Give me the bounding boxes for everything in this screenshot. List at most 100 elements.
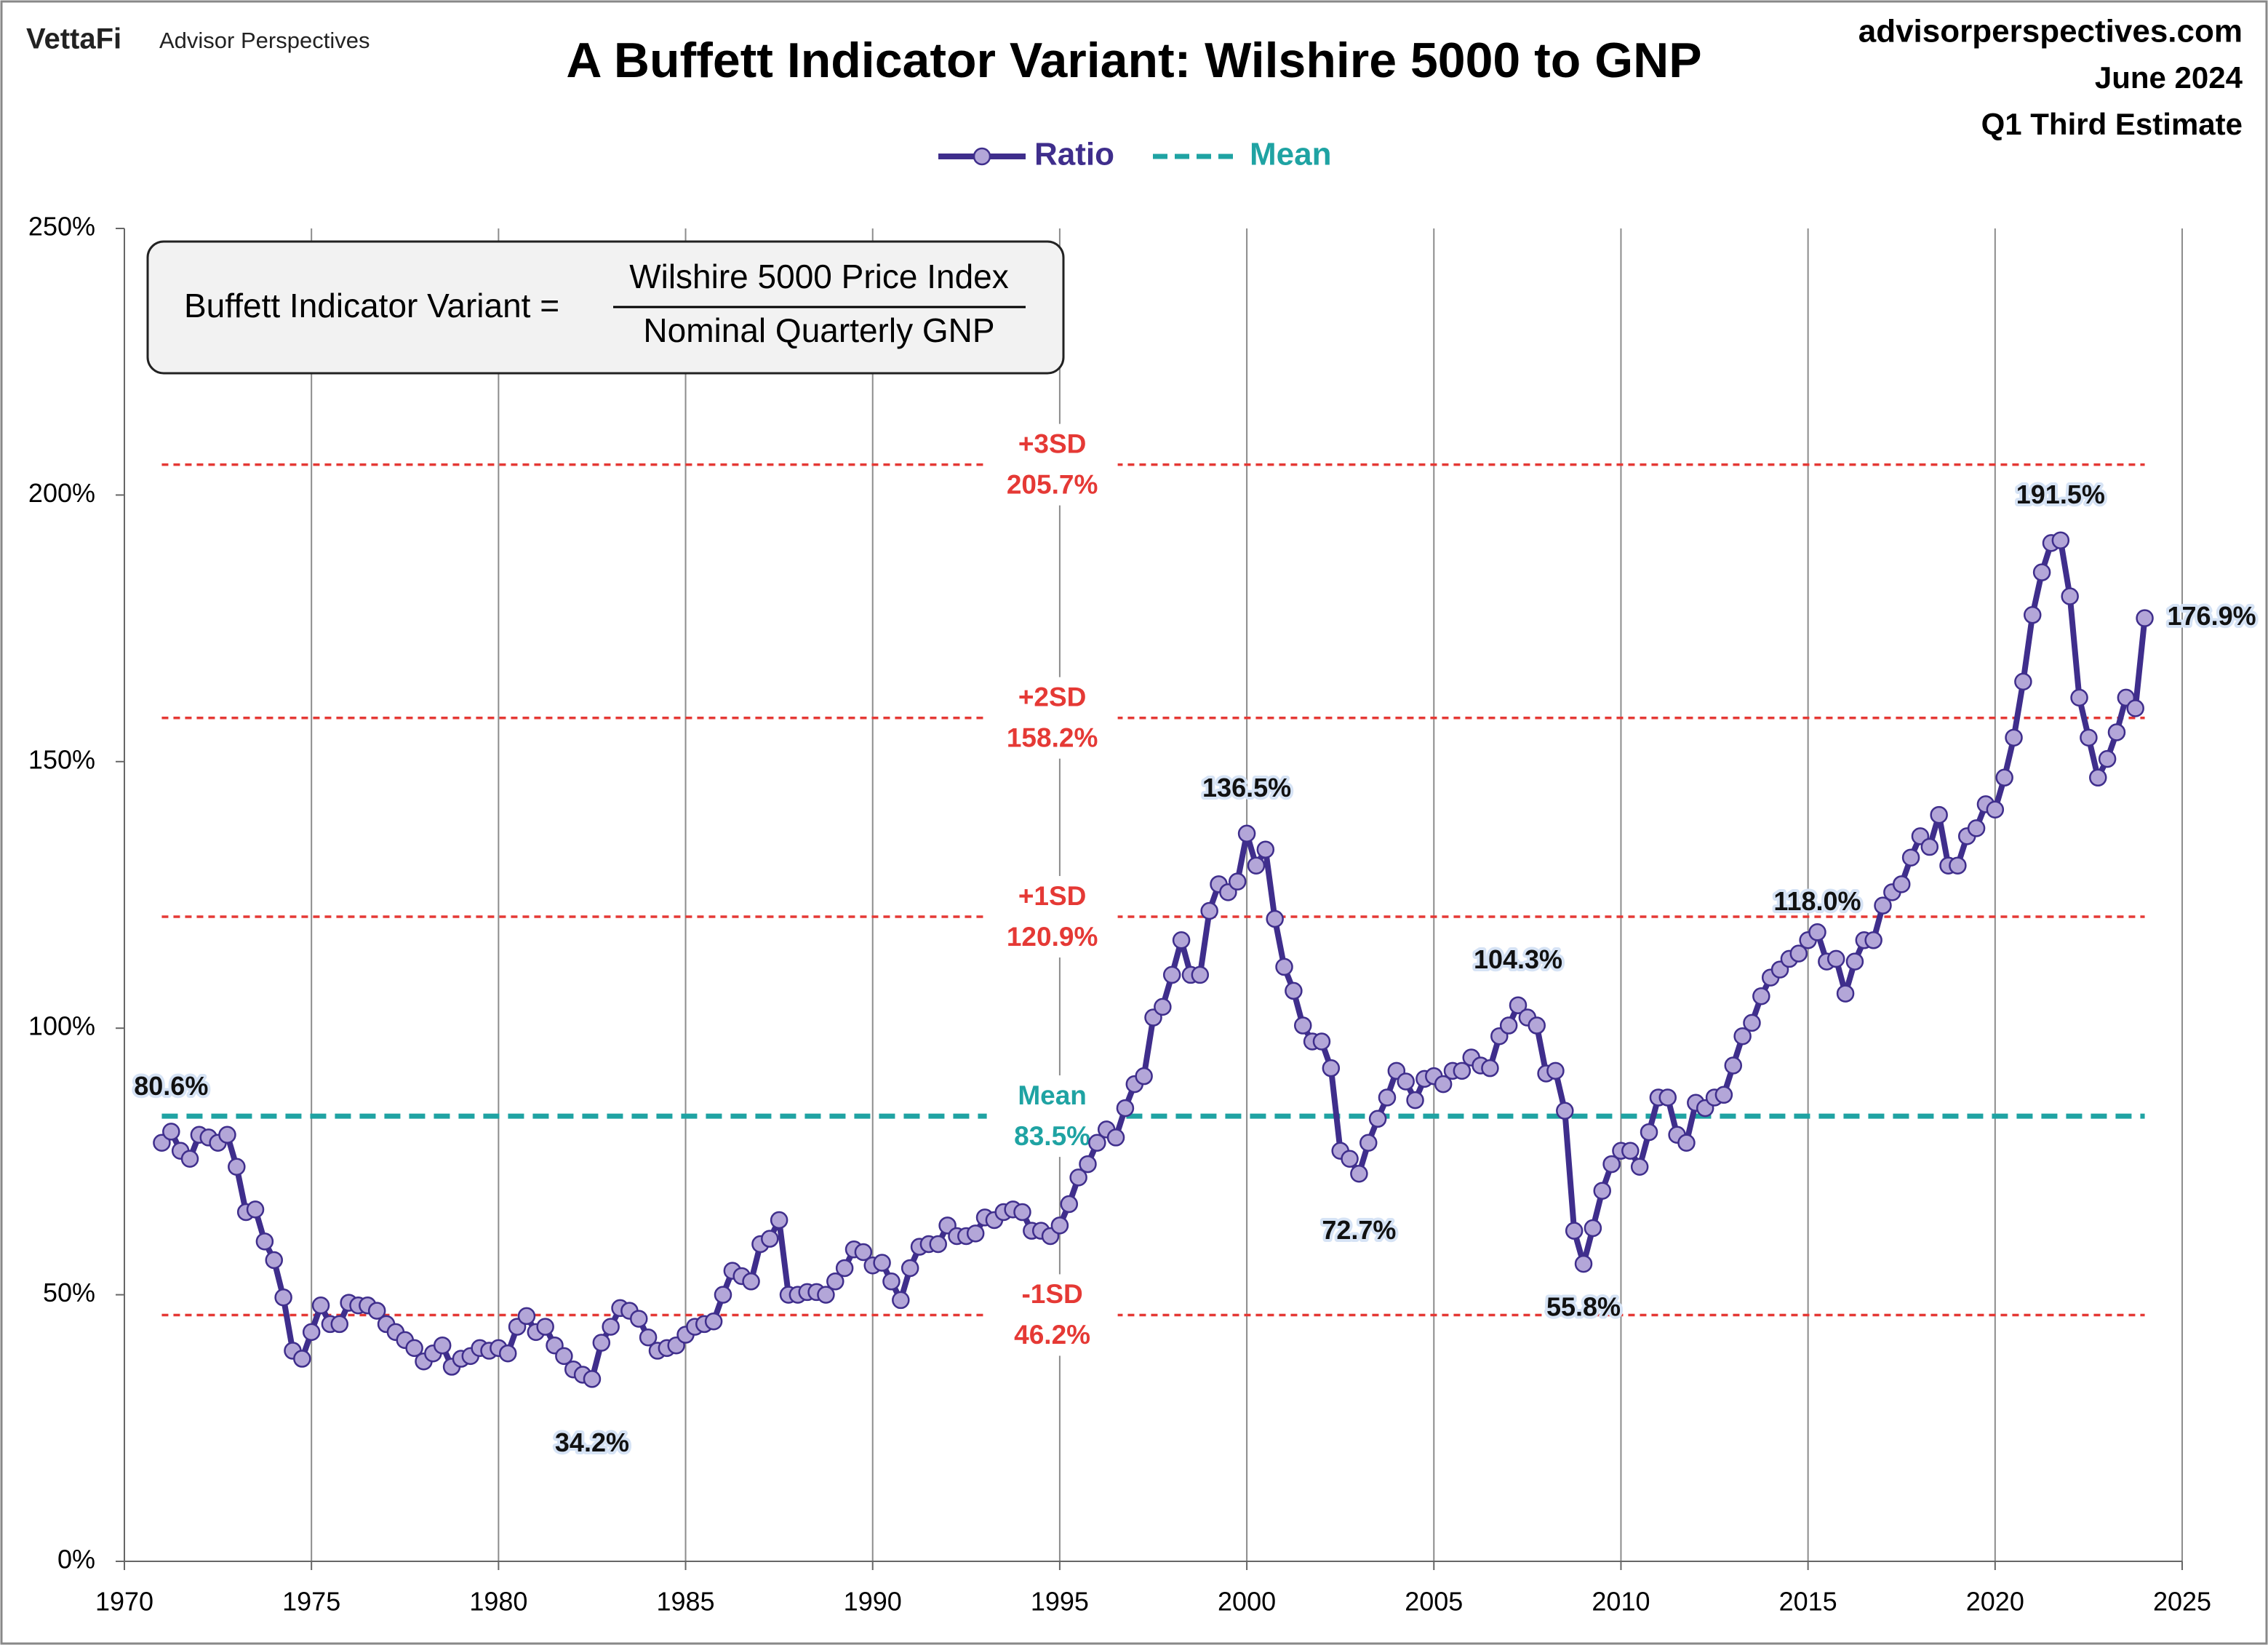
ratio-marker xyxy=(498,1344,517,1363)
ratio-marker xyxy=(180,1150,199,1168)
ratio-marker xyxy=(1341,1150,1359,1168)
ratio-marker xyxy=(1013,1203,1031,1222)
ratio-marker xyxy=(1162,965,1181,984)
ratio-marker xyxy=(311,1297,330,1315)
ratio-marker xyxy=(1069,1168,1087,1187)
ratio-marker xyxy=(1481,1059,1499,1078)
ratio-marker xyxy=(742,1272,760,1291)
data-label: 104.3% xyxy=(1474,944,1562,974)
reference-label: 46.2% xyxy=(1014,1320,1090,1350)
ratio-marker xyxy=(218,1126,236,1144)
ratio-marker xyxy=(433,1336,452,1355)
ratio-marker xyxy=(854,1243,873,1262)
ratio-marker xyxy=(1826,949,1845,968)
plot-area: 1970 1975 1980 1985 1990 1995 2000 2005 2010 2015… xyxy=(28,212,2259,1617)
ratio-marker xyxy=(1154,997,1172,1016)
y-tick-label: 250% xyxy=(28,212,95,242)
ratio-marker xyxy=(966,1224,985,1243)
data-label: 191.5% xyxy=(2016,479,2105,509)
ratio-marker xyxy=(1995,768,2013,787)
ratio-marker xyxy=(1724,1056,1743,1075)
data-label: 118.0% xyxy=(1773,886,1861,916)
ratio-marker xyxy=(1845,952,1864,971)
reference-name: -1SD xyxy=(1021,1279,1082,1309)
ratio-marker xyxy=(1406,1091,1424,1110)
chart-title: A Buffett Indicator Variant: Wilshire 50… xyxy=(566,33,1701,88)
ratio-marker xyxy=(2005,728,2023,747)
ratio-marker xyxy=(1836,984,1855,1003)
x-tick-label: 2010 xyxy=(1592,1587,1650,1617)
ratio-marker xyxy=(1060,1195,1079,1214)
ratio-marker xyxy=(162,1123,180,1141)
ratio-marker xyxy=(1050,1216,1069,1235)
ratio-marker xyxy=(901,1259,919,1278)
ratio-marker xyxy=(1714,1086,1733,1104)
ratio-marker xyxy=(882,1272,901,1291)
y-tick-label: 50% xyxy=(43,1278,95,1307)
ratio-marker xyxy=(1135,1067,1153,1086)
ratio-marker xyxy=(1368,1110,1387,1128)
ratio-marker xyxy=(1864,931,1882,949)
ratio-marker xyxy=(1499,1016,1518,1035)
data-label: 176.9% xyxy=(2168,601,2256,631)
ratio-marker xyxy=(2136,609,2154,627)
ratio-marker xyxy=(1256,840,1275,859)
ratio-marker xyxy=(704,1312,723,1331)
ratio-marker xyxy=(2070,688,2088,707)
reference-name: +1SD xyxy=(1018,881,1087,911)
ratio-marker xyxy=(1920,837,1939,856)
ratio-marker xyxy=(761,1230,779,1248)
ratio-marker xyxy=(1116,1099,1135,1118)
ratio-marker xyxy=(302,1323,321,1342)
ratio-marker xyxy=(1293,1016,1312,1035)
formula-left: Buffett Indicator Variant = xyxy=(184,287,559,324)
ratio-marker xyxy=(1630,1158,1649,1176)
ratio-marker xyxy=(153,1134,171,1152)
ratio-marker xyxy=(1743,1013,1761,1032)
ratio-marker xyxy=(1397,1072,1415,1091)
ratio-marker xyxy=(1509,996,1528,1014)
ratio-marker xyxy=(892,1291,910,1310)
ratio-marker xyxy=(1593,1182,1611,1200)
reference-label: 83.5% xyxy=(1014,1121,1090,1151)
ratio-marker xyxy=(1930,805,1948,824)
ratio-marker xyxy=(592,1334,611,1352)
ratio-marker xyxy=(274,1288,292,1307)
ratio-marker xyxy=(367,1302,386,1320)
label-background xyxy=(986,1274,1118,1356)
reference-label: 158.2% xyxy=(1007,722,1098,752)
publisher: Advisor Perspectives xyxy=(159,28,370,53)
ratio-marker xyxy=(630,1310,648,1328)
ratio-marker xyxy=(583,1370,602,1388)
ratio-marker xyxy=(1434,1075,1453,1094)
ratio-marker xyxy=(517,1307,536,1326)
reference-label: 205.7% xyxy=(1007,469,1098,499)
brand: VettaFi xyxy=(26,23,121,55)
ratio-marker xyxy=(1359,1134,1378,1152)
ratio-marker xyxy=(2024,606,2042,624)
ratio-marker xyxy=(228,1158,246,1176)
x-tick-label: 2025 xyxy=(2153,1587,2211,1617)
ratio-marker xyxy=(265,1251,283,1270)
legend-label: Ratio xyxy=(1034,137,1114,172)
ratio-marker xyxy=(770,1211,788,1230)
ratio-marker xyxy=(1275,957,1293,976)
ratio-marker xyxy=(1677,1134,1696,1152)
ratio-marker xyxy=(1088,1134,1106,1152)
data-label: 55.8% xyxy=(1546,1292,1621,1322)
ratio-marker xyxy=(1789,944,1808,963)
ratio-marker xyxy=(1986,800,2005,819)
data-label: 72.7% xyxy=(1322,1215,1396,1245)
ratio-marker xyxy=(1228,872,1247,891)
ratio-marker xyxy=(1621,1142,1640,1160)
ratio-marker xyxy=(602,1318,620,1336)
ratio-marker xyxy=(1350,1165,1368,1183)
ratio-marker xyxy=(1378,1088,1397,1107)
formula-denominator: Nominal Quarterly GNP xyxy=(643,311,994,349)
label-background xyxy=(986,677,1118,759)
x-tick-label: 1975 xyxy=(282,1587,340,1617)
estimate: Q1 Third Estimate xyxy=(1981,107,2243,141)
ratio-marker xyxy=(1808,923,1826,941)
